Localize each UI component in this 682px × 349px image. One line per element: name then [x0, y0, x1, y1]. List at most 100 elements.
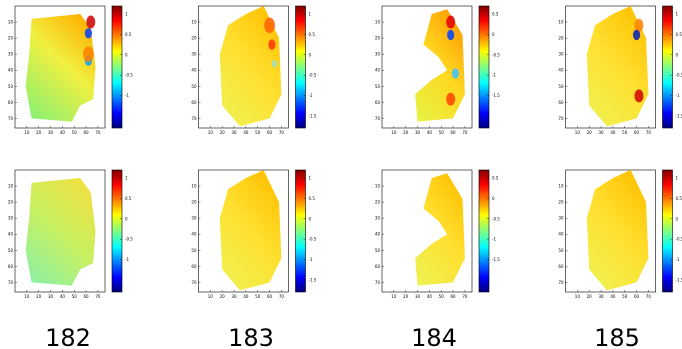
- x-tick-label: 60: [84, 294, 90, 299]
- colorbar-tick-label: 1: [125, 176, 128, 181]
- y-tick-label: 60: [191, 100, 197, 105]
- x-tick-label: 50: [439, 130, 445, 135]
- x-tick-label: 60: [451, 130, 457, 135]
- y-tick-label: 10: [8, 20, 14, 25]
- x-tick-label: 10: [24, 294, 30, 299]
- colorbar-tick-label: 0.5: [492, 12, 499, 17]
- y-tick-label: 30: [191, 52, 197, 57]
- heatmap-region: [219, 170, 282, 291]
- y-tick-label: 60: [558, 100, 564, 105]
- y-tick-label: 40: [558, 232, 564, 237]
- y-tick-label: 70: [558, 116, 564, 121]
- colorbar: [478, 5, 490, 129]
- colorbar-tick-label: -1: [309, 257, 313, 262]
- y-tick-label: 50: [8, 248, 14, 253]
- x-tick-label: 70: [279, 130, 285, 135]
- colorbar-tick-label: -0.5: [125, 73, 133, 78]
- y-tick-label: 70: [375, 116, 381, 121]
- x-tick-label: 70: [95, 294, 101, 299]
- y-tick-label: 50: [375, 248, 381, 253]
- colorbar-tick-label: -0.5: [125, 237, 133, 242]
- colorbar-tick-label: 1: [676, 12, 679, 17]
- y-tick-label: 20: [8, 200, 14, 205]
- x-tick-label: 60: [84, 130, 90, 135]
- x-tick-label: 30: [415, 294, 421, 299]
- colorbar-tick-label: 0: [309, 52, 312, 57]
- colorbar-tick-label: -1: [676, 93, 680, 98]
- x-tick-label: 30: [231, 294, 237, 299]
- heatmap-spot: [84, 28, 93, 39]
- colorbar: [111, 5, 123, 129]
- colorbar: [662, 169, 673, 293]
- heatmap-spot: [86, 15, 96, 29]
- colorbar-tick-label: 0: [492, 196, 495, 201]
- x-tick-label: 40: [427, 294, 433, 299]
- heatmap-spot: [83, 46, 94, 62]
- panel: 10 20 30 40 50 60 70 10 20 30 40 50 60 70 0.5 0 -0.5 -1 -1…: [375, 5, 500, 135]
- y-tick-label: 50: [558, 84, 564, 89]
- y-tick-label: 50: [191, 248, 197, 253]
- panel-label: 183: [228, 324, 274, 349]
- panel: 10 20 30 40 50 60 70 10 20 30 40 50 60 70 1 0.5 0 -0.5 -1 -…: [558, 5, 682, 135]
- y-tick-label: 30: [191, 216, 197, 221]
- heatmap-region: [586, 6, 649, 127]
- x-tick-label: 20: [403, 130, 409, 135]
- x-tick-label: 10: [24, 130, 30, 135]
- y-tick-label: 30: [375, 216, 381, 221]
- colorbar-tick-label: -1: [676, 257, 680, 262]
- y-tick-label: 50: [8, 84, 14, 89]
- y-tick-label: 10: [191, 20, 197, 25]
- y-tick-label: 60: [8, 264, 14, 269]
- x-tick-label: 10: [575, 294, 581, 299]
- colorbar-tick-label: -1.5: [309, 277, 317, 282]
- y-tick-label: 20: [375, 36, 381, 41]
- colorbar-tick-label: 0.5: [676, 196, 682, 201]
- colorbar: [295, 5, 306, 129]
- colorbar: [662, 5, 673, 129]
- y-tick-label: 50: [375, 84, 381, 89]
- colorbar-tick-label: 0: [125, 52, 128, 57]
- colorbar-tick-label: 0.5: [309, 32, 316, 37]
- x-tick-label: 70: [95, 130, 101, 135]
- colorbar: [295, 169, 306, 293]
- heatmap-region: [25, 178, 96, 286]
- colorbar-tick-label: -1: [125, 93, 129, 98]
- panel-label: 184: [411, 324, 457, 349]
- y-tick-label: 50: [558, 248, 564, 253]
- colorbar: [478, 169, 490, 293]
- x-tick-label: 50: [439, 294, 445, 299]
- x-tick-label: 40: [610, 130, 616, 135]
- colorbar-tick-label: 1: [309, 12, 312, 17]
- colorbar-tick-label: -1: [309, 93, 313, 98]
- x-tick-label: 30: [415, 130, 421, 135]
- x-tick-label: 20: [587, 294, 593, 299]
- y-tick-label: 70: [558, 280, 564, 285]
- x-tick-label: 10: [391, 130, 397, 135]
- y-tick-label: 10: [8, 184, 14, 189]
- colorbar-tick-label: 0: [125, 216, 128, 221]
- y-tick-label: 30: [558, 52, 564, 57]
- heatmap-spot: [451, 68, 460, 79]
- y-tick-label: 20: [375, 200, 381, 205]
- colorbar-tick-label: -1.5: [492, 93, 500, 98]
- x-tick-label: 70: [646, 130, 652, 135]
- x-tick-label: 20: [220, 130, 226, 135]
- panel: 10 20 30 40 50 60 70 10 20 30 40 50 60 70 1 0.5 0 -0.5 -1: [8, 169, 133, 299]
- y-tick-label: 20: [191, 200, 197, 205]
- y-tick-label: 60: [558, 264, 564, 269]
- x-tick-label: 70: [462, 294, 468, 299]
- x-tick-label: 50: [622, 294, 628, 299]
- colorbar-tick-label: -1.5: [492, 257, 500, 262]
- colorbar-tick-label: -1.5: [309, 113, 317, 118]
- x-tick-label: 10: [208, 130, 214, 135]
- x-tick-label: 50: [255, 130, 261, 135]
- colorbar-tick-label: 0: [676, 52, 679, 57]
- colorbar-tick-label: -1: [492, 73, 496, 78]
- x-tick-label: 50: [72, 294, 78, 299]
- heatmap-spot: [634, 89, 644, 103]
- colorbar-tick-label: 0.5: [125, 196, 132, 201]
- x-tick-label: 20: [36, 294, 42, 299]
- x-tick-label: 40: [427, 130, 433, 135]
- x-tick-label: 60: [267, 294, 273, 299]
